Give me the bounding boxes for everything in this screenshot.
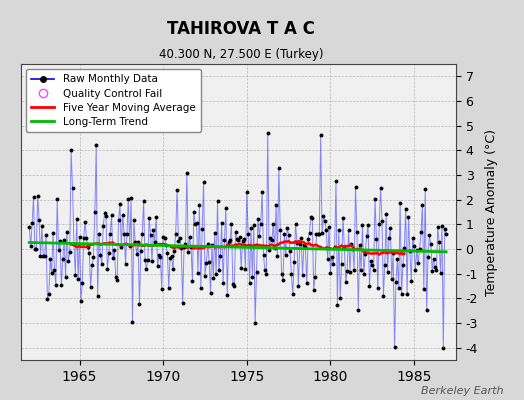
Text: Berkeley Earth: Berkeley Earth — [421, 386, 503, 396]
Y-axis label: Temperature Anomaly (°C): Temperature Anomaly (°C) — [485, 128, 498, 296]
Text: TAHIROVA T A C: TAHIROVA T A C — [167, 20, 315, 38]
Legend: Raw Monthly Data, Quality Control Fail, Five Year Moving Average, Long-Term Tren: Raw Monthly Data, Quality Control Fail, … — [26, 69, 201, 132]
Text: 40.300 N, 27.500 E (Turkey): 40.300 N, 27.500 E (Turkey) — [159, 48, 323, 61]
